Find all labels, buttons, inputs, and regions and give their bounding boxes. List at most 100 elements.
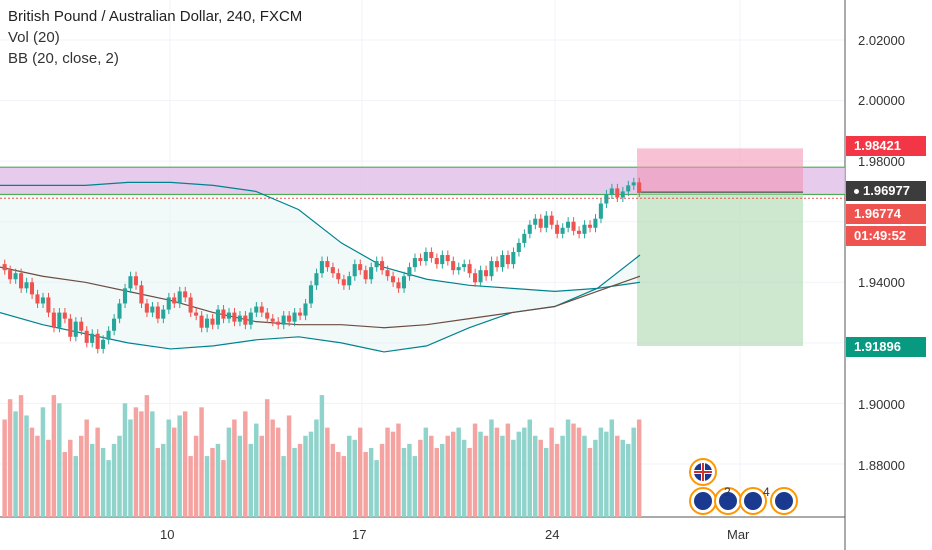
candle-body — [177, 291, 182, 304]
volume-bar — [232, 419, 237, 517]
candle-body — [363, 270, 368, 280]
volume-bar — [144, 395, 150, 517]
candle-body — [423, 252, 428, 262]
volume-bar — [243, 411, 248, 517]
volume-bar — [401, 447, 407, 517]
candle-body — [390, 276, 396, 283]
volume-bar — [625, 443, 631, 517]
volume-bar — [565, 419, 571, 517]
candle-body — [341, 279, 346, 286]
flag-au-icon[interactable] — [770, 487, 798, 515]
candle-body — [287, 315, 292, 322]
candle-body — [139, 285, 144, 304]
candle-body — [555, 224, 560, 234]
volume-bar — [150, 411, 155, 517]
volume-bar — [532, 435, 538, 517]
price-axis-label: 1.90000 — [858, 397, 905, 412]
volume-bar — [368, 447, 374, 517]
stop-loss-price-tag: 1.98421 — [846, 136, 926, 156]
volume-bar — [139, 411, 144, 517]
volume-bar — [631, 427, 636, 517]
bollinger-upper-line — [0, 181, 641, 292]
volume-bar — [483, 435, 489, 517]
volume-bar — [549, 427, 554, 517]
candle-body — [40, 297, 45, 304]
volume-bar — [35, 435, 40, 517]
candle-body — [155, 306, 160, 319]
flag-au-icon[interactable]: 4 — [739, 485, 770, 515]
candle-body — [336, 273, 341, 280]
candle-body — [281, 315, 286, 325]
volume-bar — [210, 447, 215, 517]
volume-bar — [78, 435, 84, 517]
candle-body — [380, 261, 385, 271]
volume-bar — [385, 427, 390, 517]
economic-events[interactable]: 2 4 — [680, 455, 810, 517]
volume-bar — [352, 439, 357, 517]
price-axis-label: 2.00000 — [858, 93, 905, 108]
flag-uk-icon[interactable] — [689, 458, 717, 486]
candle-body — [265, 312, 270, 319]
flag-au-icon[interactable] — [689, 487, 717, 515]
candle-body — [95, 333, 100, 349]
volume-bar — [522, 427, 527, 517]
volume-bar — [363, 452, 368, 517]
candle-body — [544, 215, 549, 228]
volume-bar — [582, 435, 587, 517]
bollinger-bands-label: BB (20, close, 2) — [8, 50, 119, 67]
candle-body — [401, 276, 406, 289]
candle-body — [215, 309, 221, 325]
volume-bar — [128, 419, 133, 517]
volume-bar — [100, 447, 106, 517]
volume-bar — [68, 439, 73, 517]
candle-body — [188, 297, 193, 313]
volume-bar — [587, 447, 593, 517]
volume-bar — [13, 411, 18, 517]
volume-bar — [374, 460, 379, 517]
candle-body — [84, 330, 89, 343]
volume-bar — [429, 435, 434, 517]
candle-body — [297, 312, 303, 316]
candle-body — [248, 312, 253, 325]
candle-body — [505, 255, 510, 265]
candle-body — [221, 309, 226, 319]
volume-bar — [494, 427, 500, 517]
volume-bar — [117, 435, 122, 517]
volume-bar — [478, 431, 483, 517]
volume-bar — [161, 443, 166, 517]
candle-body — [226, 312, 231, 319]
candle-body — [576, 230, 582, 234]
candle-body — [2, 264, 7, 271]
volume-bar — [264, 399, 270, 517]
flag-au-icon[interactable]: 2 — [714, 485, 742, 515]
volume-bar — [538, 439, 543, 517]
volume-bar — [330, 443, 336, 517]
candle-body — [73, 321, 78, 337]
candle-body — [434, 258, 439, 265]
chart-legend: British Pound / Australian Dollar, 240, … — [8, 6, 302, 69]
candle-body — [166, 297, 171, 310]
volume-bar — [308, 431, 314, 517]
volume-bar — [248, 443, 254, 517]
volume-bar — [604, 431, 609, 517]
volume-bar — [171, 427, 177, 517]
candle-body — [445, 255, 450, 262]
candle-body — [112, 318, 117, 331]
candle-body — [598, 203, 603, 219]
candle-body — [615, 188, 620, 198]
volume-bar — [407, 443, 412, 517]
volume-bar — [57, 403, 62, 517]
volume-bar — [106, 460, 111, 517]
candle-body — [199, 315, 204, 328]
volume-bar — [199, 407, 204, 517]
candle-body — [494, 261, 499, 268]
volume-bar — [505, 423, 511, 517]
time-axis-label: Mar — [727, 527, 750, 542]
candle-body — [24, 282, 29, 289]
candle-body — [451, 261, 456, 271]
volume-bar — [166, 419, 171, 517]
candle-body — [483, 270, 489, 277]
volume-bar — [314, 419, 319, 517]
volume-bar — [73, 456, 78, 517]
